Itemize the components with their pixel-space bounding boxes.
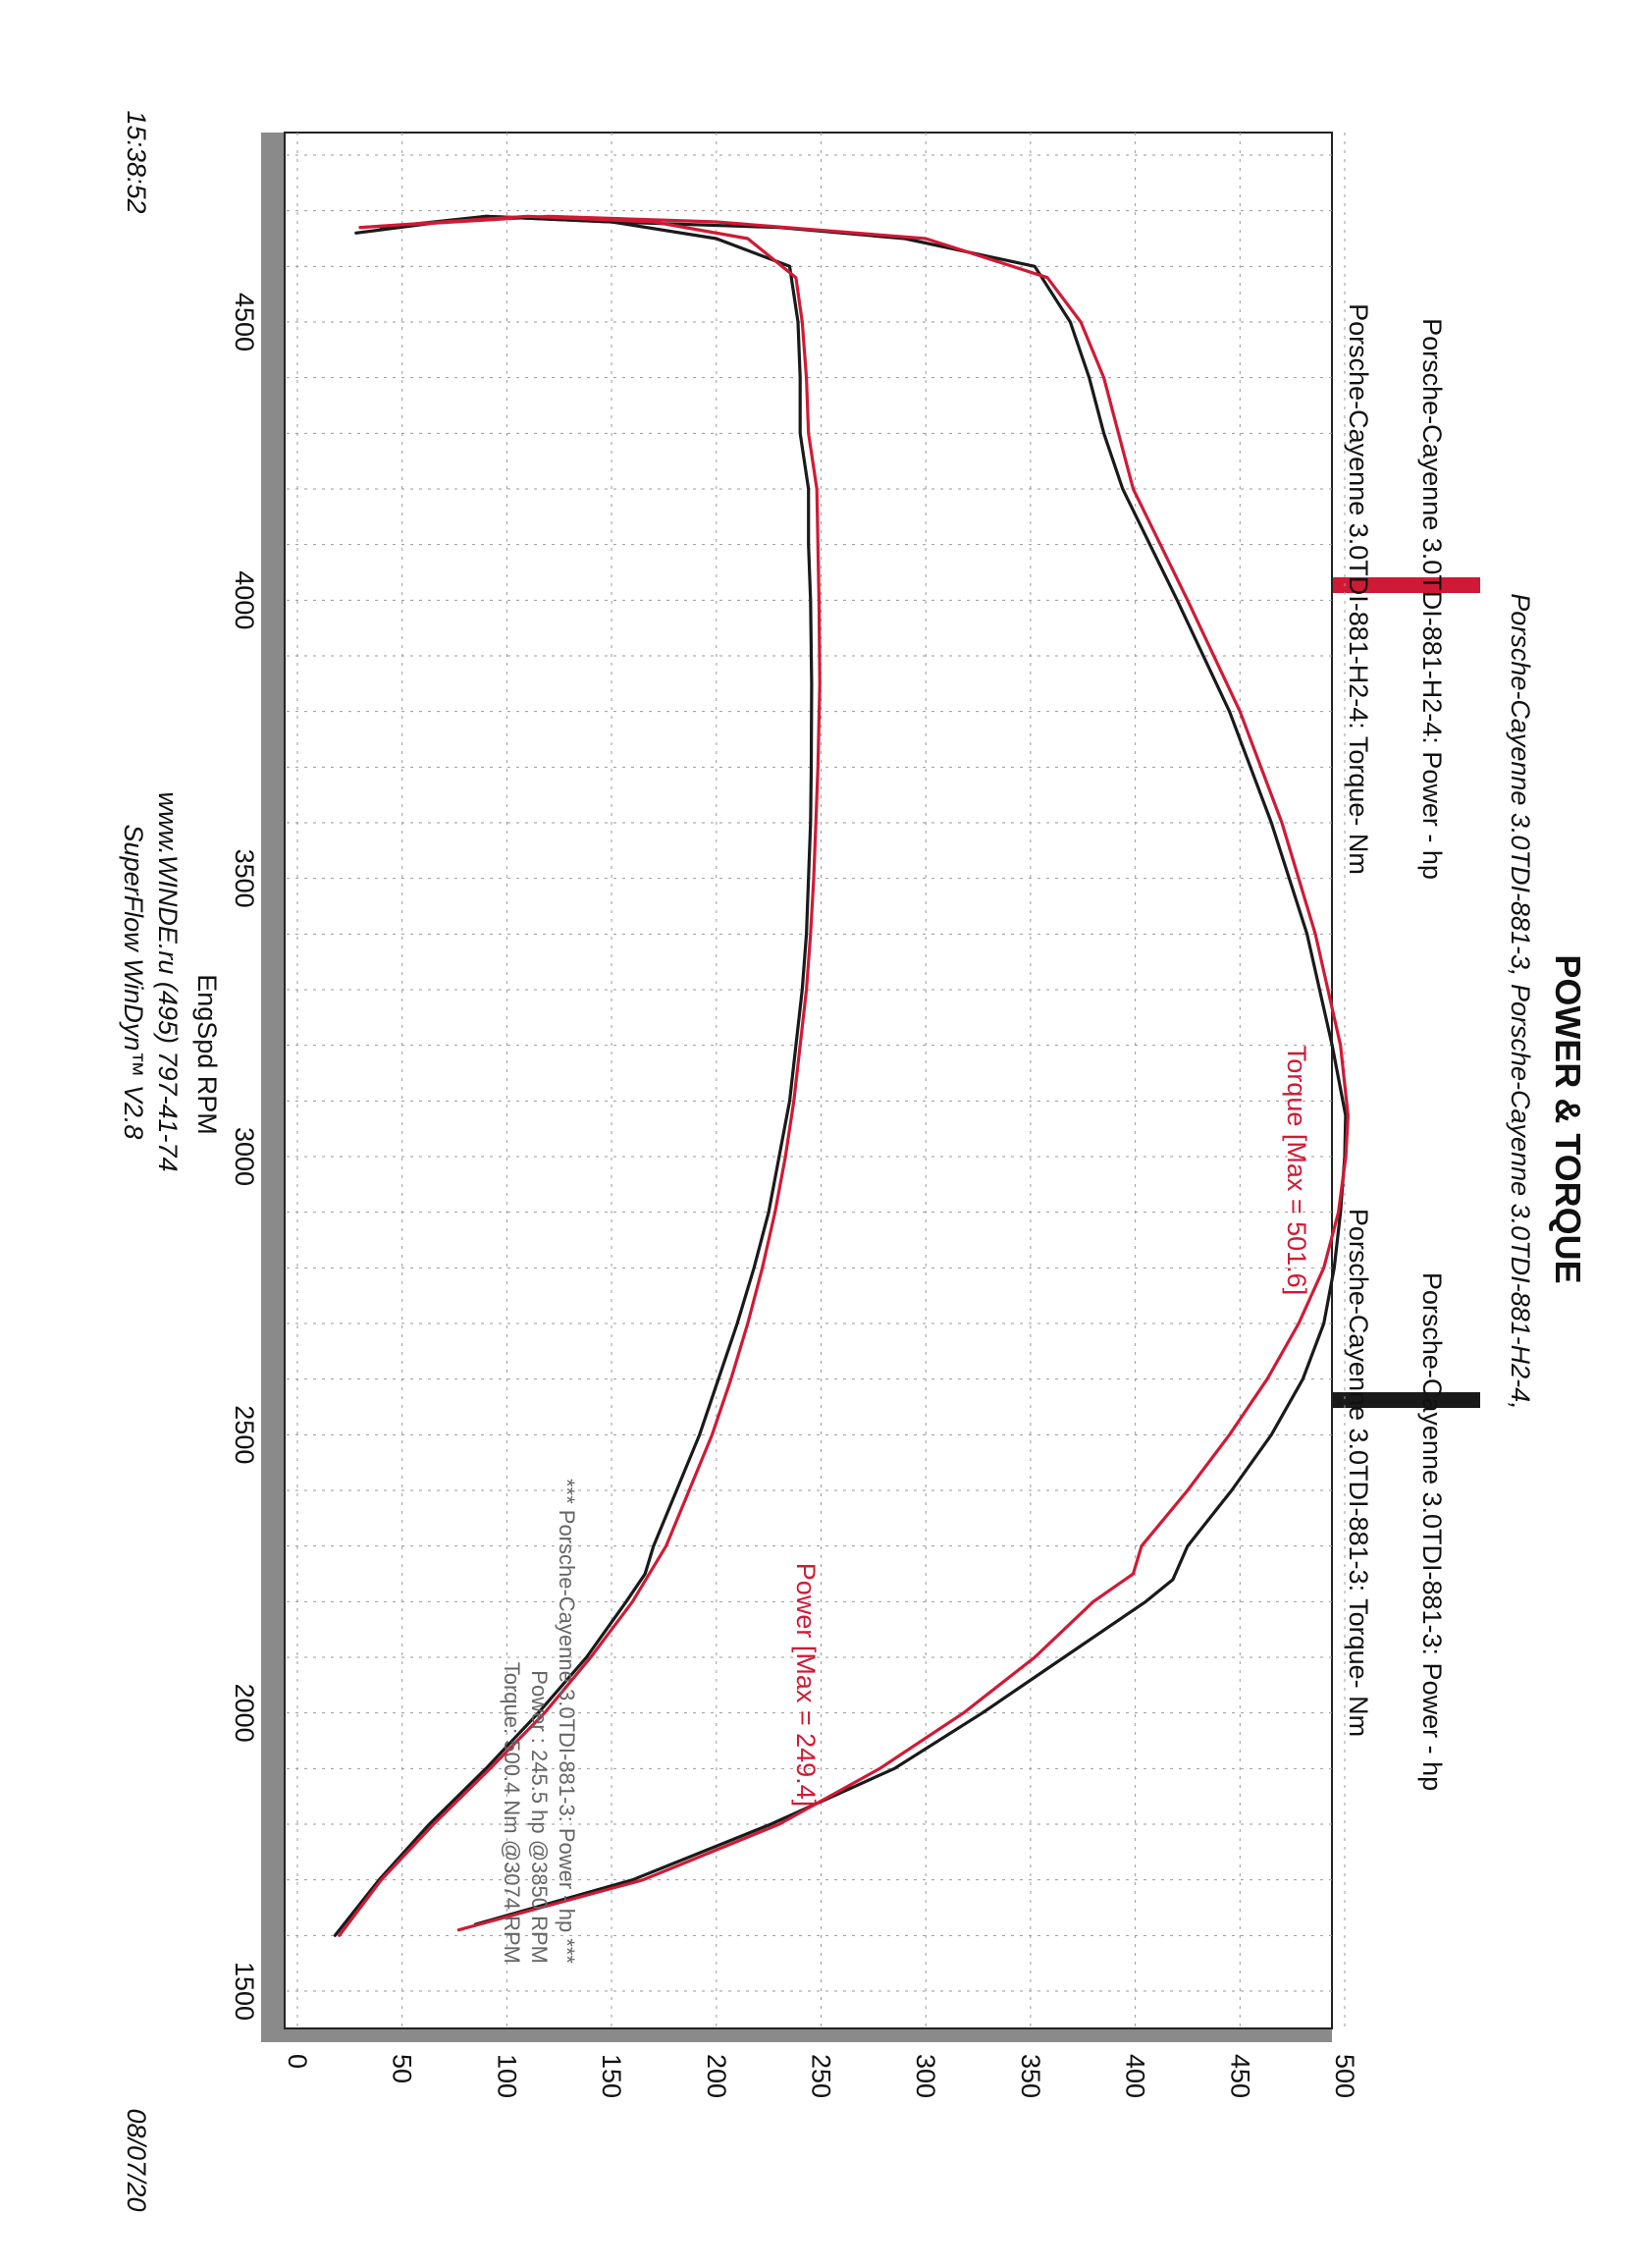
series-line-2: [358, 214, 1350, 1932]
x-axis-label: EngSpd RPM: [192, 974, 222, 1135]
power-max-annotation: Power [Max = 249.4]: [791, 1563, 821, 1807]
footer-website: www.WINDE.ru (495) 797-41-74: [153, 791, 183, 1171]
x-tick-label: 2000: [230, 1684, 259, 1743]
axis-ticks: 1500 2000 2500 3000 3500 4000 4500 0 50 100 150 200…: [230, 293, 1359, 2098]
info-line-1: *** Porsche-Cayenne 3.0TDI-881-3: Power …: [555, 1479, 579, 1964]
x-tick-label: 4500: [230, 293, 259, 351]
legend-run2-power: Porsche-Cayenne 3.0TDI-881-H2-4: Power -…: [1417, 318, 1447, 880]
footer-time: 15:38:52: [122, 110, 151, 213]
info-line-3: Torque: 500.4 Nm @3074 RPM: [500, 1662, 524, 1964]
x-tick-label: 2500: [230, 1405, 259, 1464]
y-tick-label: 150: [597, 2054, 626, 2098]
footer-date: 08/07/20: [122, 2108, 151, 2211]
y-tick-label: 450: [1225, 2054, 1254, 2098]
series-line-3: [333, 214, 814, 1937]
legend-run2-torque: Porsche-Cayenne 3.0TDI-881-H2-4: Torque-…: [1344, 303, 1373, 875]
series-line-4: [338, 214, 822, 1937]
y-tick-label: 100: [492, 2054, 521, 2098]
plot-frame-shadow-side: [261, 2028, 1332, 2042]
y-tick-label: 200: [702, 2054, 731, 2098]
footer-software: SuperFlow WinDyn™ V2.8: [119, 825, 148, 1140]
chart-title: POWER & TORQUE: [1548, 954, 1588, 1283]
chart-subtitle: Porsche-Cayenne 3.0TDI-881-3, Porsche-Ca…: [1506, 593, 1535, 1409]
x-tick-label: 3500: [230, 849, 259, 908]
legend-run1-power: Porsche-Cayenne 3.0TDI-881-3: Power - hp: [1417, 1272, 1447, 1791]
info-line-2: Power : 245.5 hp @3850 RPM: [527, 1670, 552, 1964]
plot-area: [284, 132, 1333, 2029]
y-tick-label: 500: [1330, 2054, 1359, 2098]
plot-frame-shadow: [261, 133, 285, 2042]
legend-run1-torque: Porsche-Cayenne 3.0TDI-881-3: Torque- Nm: [1344, 1209, 1373, 1737]
x-tick-label: 1500: [230, 1962, 259, 2021]
x-tick-label: 3000: [230, 1127, 259, 1186]
y-tick-label: 50: [388, 2054, 417, 2083]
data-series: [333, 214, 1350, 1937]
x-tick-label: 4000: [230, 570, 259, 629]
y-tick-label: 250: [807, 2054, 836, 2098]
torque-max-annotation: Torque [Max = 501.6]: [1282, 1046, 1311, 1295]
y-tick-label: 0: [283, 2054, 312, 2069]
y-tick-label: 400: [1121, 2054, 1150, 2098]
y-tick-label: 350: [1016, 2054, 1045, 2098]
y-tick-label: 300: [911, 2054, 940, 2098]
